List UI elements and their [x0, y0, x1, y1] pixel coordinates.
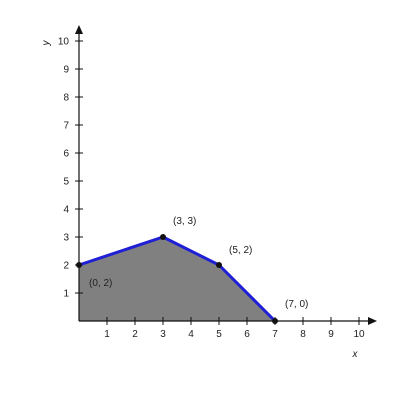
vertex-point [216, 262, 222, 268]
y-tick-label: 9 [63, 65, 69, 76]
point-label: (3, 3) [173, 216, 196, 227]
x-tick-label: 4 [188, 329, 194, 340]
point-label: (7, 0) [285, 299, 308, 310]
y-tick-label: 6 [63, 149, 69, 160]
vertex-point [160, 234, 166, 240]
x-axis-arrow [368, 317, 377, 325]
boundary-segment [77, 235, 165, 267]
vertex-point [76, 262, 82, 268]
y-axis-title: y [41, 40, 52, 47]
axes: 1 2 3 4 5 6 7 8 9 10 1 2 3 4 5 6 7 8 9 10 x y [41, 25, 377, 360]
y-tick-label: 7 [63, 121, 69, 132]
x-tick-label: 5 [216, 329, 222, 340]
x-tick-label: 8 [300, 329, 306, 340]
shaded-region [79, 237, 275, 321]
point-labels: (0, 2) (3, 3) (5, 2) (7, 0) [89, 216, 308, 310]
boundary-segment [161, 235, 221, 267]
x-tick-label: 7 [272, 329, 278, 340]
vertex-point [272, 318, 278, 324]
x-tick-label: 9 [328, 329, 334, 340]
series-layer [76, 234, 278, 324]
x-tick-label: 2 [132, 329, 138, 340]
y-tick-label: 3 [63, 233, 69, 244]
x-tick-label: 1 [104, 329, 110, 340]
boundary-segment [217, 263, 277, 323]
point-label: (0, 2) [89, 278, 112, 289]
shaded-region-layer [79, 237, 275, 321]
x-tick-label: 6 [244, 329, 250, 340]
y-tick-label: 8 [63, 93, 69, 104]
x-tick-label: 10 [353, 329, 365, 340]
y-tick-label: 1 [63, 289, 69, 300]
y-tick-label: 2 [63, 261, 69, 272]
y-axis-arrow [75, 25, 83, 34]
y-tick-label: 5 [63, 177, 69, 188]
y-tick-label: 4 [63, 205, 69, 216]
x-tick-label: 3 [160, 329, 166, 340]
y-tick-label: 10 [58, 37, 70, 48]
x-axis-title: x [352, 349, 359, 360]
point-label: (5, 2) [229, 245, 252, 256]
